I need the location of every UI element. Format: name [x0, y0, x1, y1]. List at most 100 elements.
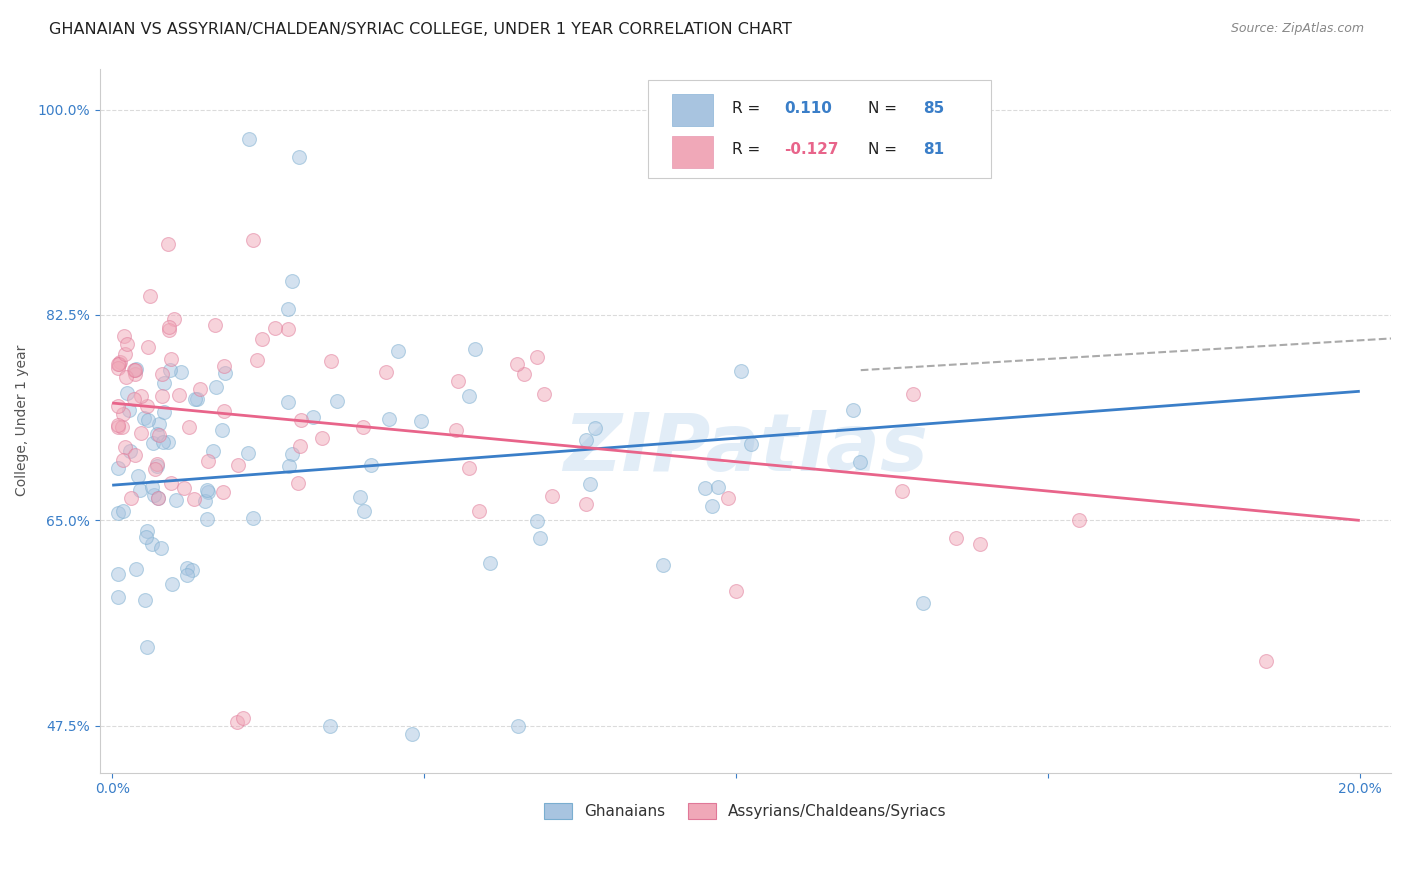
Point — [107, 461, 129, 475]
Point — [374, 365, 396, 379]
Point — [264, 321, 287, 335]
Point — [513, 368, 536, 382]
Point — [707, 479, 730, 493]
Point — [111, 408, 134, 422]
Point — [122, 392, 145, 406]
Point — [115, 370, 138, 384]
Point — [160, 352, 183, 367]
Point — [146, 427, 169, 442]
Text: 0.110: 0.110 — [785, 101, 832, 116]
Point — [136, 640, 159, 655]
Y-axis label: College, Under 1 year: College, Under 1 year — [15, 345, 30, 496]
Point — [124, 448, 146, 462]
Point — [1256, 654, 1278, 668]
Point — [107, 566, 129, 581]
Point — [212, 359, 235, 373]
Point — [181, 563, 204, 577]
Point — [125, 561, 148, 575]
Point — [901, 387, 924, 401]
Point — [457, 461, 479, 475]
Point — [148, 428, 170, 442]
Point — [238, 132, 260, 146]
Point — [526, 351, 548, 365]
Point — [146, 458, 169, 472]
Point — [848, 455, 870, 469]
Text: ZIPatlas: ZIPatlas — [562, 409, 928, 488]
FancyBboxPatch shape — [672, 136, 713, 168]
Point — [583, 421, 606, 435]
Point — [377, 412, 399, 426]
Point — [110, 420, 132, 434]
Point — [170, 365, 193, 379]
Point — [159, 319, 181, 334]
Point — [506, 357, 529, 371]
Point — [129, 483, 152, 498]
Point — [150, 389, 173, 403]
Text: N =: N = — [868, 101, 901, 116]
Point — [107, 399, 129, 413]
Text: R =: R = — [733, 101, 765, 116]
Point — [183, 492, 205, 507]
Point — [176, 561, 198, 575]
Point — [111, 504, 134, 518]
Point — [186, 392, 208, 406]
Point — [194, 494, 217, 508]
Point — [325, 394, 347, 409]
Point — [148, 417, 170, 431]
Point — [319, 719, 342, 733]
Point — [226, 458, 249, 472]
Point — [131, 389, 153, 403]
Point — [107, 420, 129, 434]
Point — [142, 488, 165, 502]
Point — [107, 417, 129, 432]
Point — [579, 476, 602, 491]
Point — [149, 541, 172, 556]
Point — [146, 491, 169, 505]
Point — [132, 410, 155, 425]
Point — [159, 475, 181, 490]
Point — [167, 388, 190, 402]
Point — [124, 363, 146, 377]
Point — [153, 405, 176, 419]
Point — [226, 715, 249, 730]
Point — [197, 485, 219, 500]
Point — [730, 364, 752, 378]
Point — [107, 506, 129, 520]
Point — [506, 719, 529, 733]
Point — [110, 355, 132, 369]
Point — [146, 459, 169, 474]
Point — [159, 363, 181, 377]
Point — [124, 368, 146, 382]
Point — [165, 493, 187, 508]
Point — [724, 583, 747, 598]
Point — [360, 458, 382, 473]
Point — [135, 530, 157, 544]
Point — [301, 409, 323, 424]
Point — [280, 274, 302, 288]
Point — [211, 485, 233, 500]
Point — [157, 434, 180, 449]
Point — [202, 443, 225, 458]
Point — [277, 322, 299, 336]
Point — [1067, 513, 1090, 527]
Point — [574, 433, 596, 447]
Point — [120, 444, 142, 458]
Point — [349, 491, 371, 505]
Point — [115, 336, 138, 351]
Text: 81: 81 — [924, 142, 945, 157]
Point — [111, 453, 134, 467]
Point — [177, 420, 200, 434]
Point — [353, 504, 375, 518]
Text: 85: 85 — [924, 101, 945, 116]
Point — [458, 389, 481, 403]
Point — [969, 536, 991, 550]
Point — [157, 323, 180, 337]
Point — [162, 312, 184, 326]
Point — [287, 475, 309, 490]
Point — [120, 491, 142, 505]
Point — [107, 357, 129, 371]
Point — [242, 510, 264, 524]
Point — [945, 532, 967, 546]
Point — [139, 289, 162, 303]
Point — [526, 514, 548, 528]
